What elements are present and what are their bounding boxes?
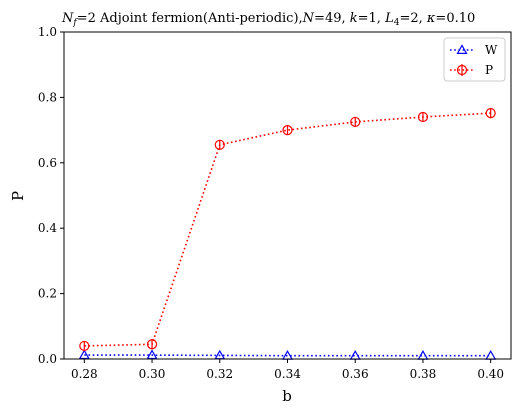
data-point-p	[214, 139, 225, 150]
y-tick-label: 0.0	[38, 352, 57, 366]
data-point-p	[282, 125, 293, 136]
y-tick-label: 0.8	[38, 90, 57, 104]
y-tick-label: 0.4	[38, 221, 57, 235]
x-tick-label: 0.28	[71, 367, 98, 381]
chart-title: Nf=2 Adjoint fermion(Anti-periodic),N=49…	[61, 11, 475, 28]
x-axis: 0.28 0.30 0.32 0.34 0.36 0.38 0.40	[71, 359, 504, 381]
legend-marker-p	[456, 64, 468, 76]
data-point-p	[350, 116, 361, 128]
series-line-p	[84, 112, 491, 347]
data-point-p	[417, 111, 429, 123]
legend-label-w: W	[485, 43, 498, 57]
x-tick-label: 0.30	[139, 367, 166, 381]
y-axis-label: P	[9, 191, 27, 201]
y-axis: 0.0 0.2 0.4 0.6 0.8 1.0	[38, 25, 64, 366]
plot-area	[78, 107, 497, 360]
y-tick-label: 0.6	[38, 156, 57, 170]
x-tick-label: 0.34	[274, 367, 301, 381]
data-point-p	[485, 107, 496, 119]
x-axis-label: b	[282, 387, 292, 405]
x-tick-label: 0.36	[342, 367, 369, 381]
x-tick-label: 0.40	[477, 367, 504, 381]
x-tick-label: 0.32	[206, 367, 233, 381]
y-tick-label: 0.2	[38, 287, 57, 301]
data-point-w	[146, 349, 158, 360]
axes-frame	[63, 31, 512, 360]
data-point-w	[417, 350, 429, 360]
x-tick-label: 0.38	[410, 367, 437, 381]
data-point-p	[79, 340, 90, 352]
series-line-w	[84, 354, 491, 357]
legend-marker-w	[456, 44, 468, 54]
legend-label-p: P	[485, 63, 493, 77]
data-point-p	[146, 339, 158, 350]
legend: WP	[443, 37, 506, 82]
y-tick-label: 1.0	[38, 25, 57, 39]
data-point-w	[78, 349, 90, 360]
